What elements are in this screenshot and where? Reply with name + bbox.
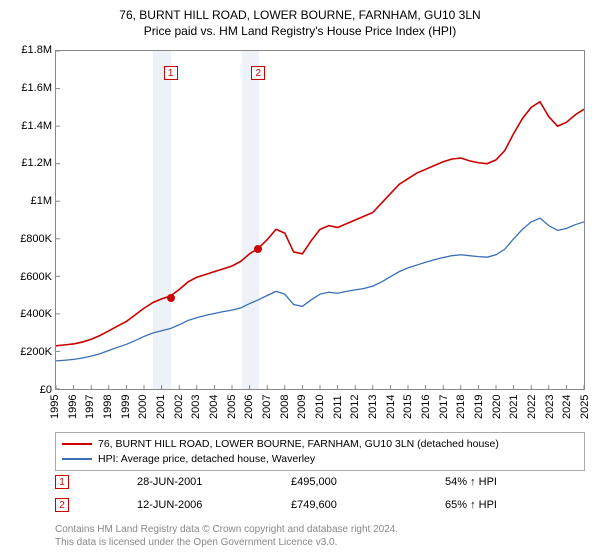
chart-plot-area: 12 — [55, 50, 585, 390]
xtick-label: 2005 — [226, 403, 238, 419]
ytick-label: £1.8M — [2, 44, 52, 56]
ytick-label: £600K — [2, 271, 52, 283]
sale-row-date: 28-JUN-2001 — [137, 476, 267, 488]
ytick-label: £1M — [2, 195, 52, 207]
xtick-label: 2003 — [190, 403, 202, 419]
xtick-label: 2013 — [367, 403, 379, 419]
xtick-label: 2025 — [579, 403, 591, 419]
sale-row-date: 12-JUN-2006 — [137, 499, 267, 511]
xtick-label: 2008 — [279, 403, 291, 419]
xtick-label: 2020 — [491, 403, 503, 419]
xtick-label: 2011 — [332, 403, 344, 419]
xtick-label: 2017 — [438, 403, 450, 419]
ytick-label: £200K — [2, 346, 52, 358]
ytick-label: £800K — [2, 233, 52, 245]
xtick-label: 2022 — [526, 403, 538, 419]
xtick-label: 2015 — [402, 403, 414, 419]
sale-row-pct: 65% ↑ HPI — [445, 499, 497, 511]
xtick-label: 1995 — [49, 403, 61, 419]
xtick-label: 2024 — [561, 403, 573, 419]
sale-marker-2: 2 — [251, 66, 265, 80]
xtick-label: 2019 — [473, 403, 485, 419]
xtick-label: 2009 — [296, 403, 308, 419]
footer-line-2: This data is licensed under the Open Gov… — [55, 536, 585, 549]
sale-row-price: £749,600 — [291, 499, 421, 511]
xtick-label: 2000 — [137, 403, 149, 419]
xtick-label: 2010 — [314, 403, 326, 419]
footer-line-1: Contains HM Land Registry data © Crown c… — [55, 523, 585, 536]
xtick-label: 2023 — [544, 403, 556, 419]
ytick-label: £1.2M — [2, 157, 52, 169]
footer-note: Contains HM Land Registry data © Crown c… — [55, 523, 585, 549]
xtick-label: 2001 — [155, 403, 167, 419]
title-line-1: 76, BURNT HILL ROAD, LOWER BOURNE, FARNH… — [0, 8, 600, 22]
ytick-label: £0 — [2, 384, 52, 396]
title-line-2: Price paid vs. HM Land Registry's House … — [0, 24, 600, 38]
legend-row-price-paid: 76, BURNT HILL ROAD, LOWER BOURNE, FARNH… — [62, 437, 578, 452]
xtick-label: 2012 — [349, 403, 361, 419]
legend-label-price-paid: 76, BURNT HILL ROAD, LOWER BOURNE, FARNH… — [98, 437, 499, 452]
xtick-label: 2016 — [420, 403, 432, 419]
series-price-paid — [56, 102, 584, 346]
sale-row-marker: 2 — [55, 498, 69, 512]
sale-row-marker: 1 — [55, 475, 69, 489]
sale-row-1: 1 28-JUN-2001 £495,000 54% ↑ HPI — [55, 475, 585, 489]
legend-row-hpi: HPI: Average price, detached house, Wave… — [62, 452, 578, 467]
chart-title: 76, BURNT HILL ROAD, LOWER BOURNE, FARNH… — [0, 0, 600, 38]
sale-dot-1 — [167, 294, 175, 302]
ytick-label: £400K — [2, 308, 52, 320]
series-hpi — [56, 218, 584, 361]
xtick-label: 2002 — [173, 403, 185, 419]
sale-dot-2 — [254, 245, 262, 253]
xtick-label: 2004 — [208, 403, 220, 419]
sale-row-price: £495,000 — [291, 476, 421, 488]
xtick-label: 2018 — [455, 403, 467, 419]
legend-label-hpi: HPI: Average price, detached house, Wave… — [98, 452, 315, 467]
xtick-label: 1998 — [102, 403, 114, 419]
xtick-label: 1999 — [120, 403, 132, 419]
ytick-label: £1.4M — [2, 120, 52, 132]
xtick-label: 2014 — [385, 403, 397, 419]
xtick-label: 1996 — [67, 403, 79, 419]
sale-row-2: 2 12-JUN-2006 £749,600 65% ↑ HPI — [55, 498, 585, 512]
xtick-label: 2021 — [508, 403, 520, 419]
xtick-label: 1997 — [84, 403, 96, 419]
legend-swatch-hpi — [62, 458, 92, 460]
legend-box: 76, BURNT HILL ROAD, LOWER BOURNE, FARNH… — [55, 432, 585, 471]
xtick-label: 2006 — [243, 403, 255, 419]
legend-swatch-price-paid — [62, 443, 92, 445]
sale-marker-1: 1 — [164, 66, 178, 80]
sale-row-pct: 54% ↑ HPI — [445, 476, 497, 488]
xtick-label: 2007 — [261, 403, 273, 419]
ytick-label: £1.6M — [2, 82, 52, 94]
chart-svg — [56, 51, 584, 389]
